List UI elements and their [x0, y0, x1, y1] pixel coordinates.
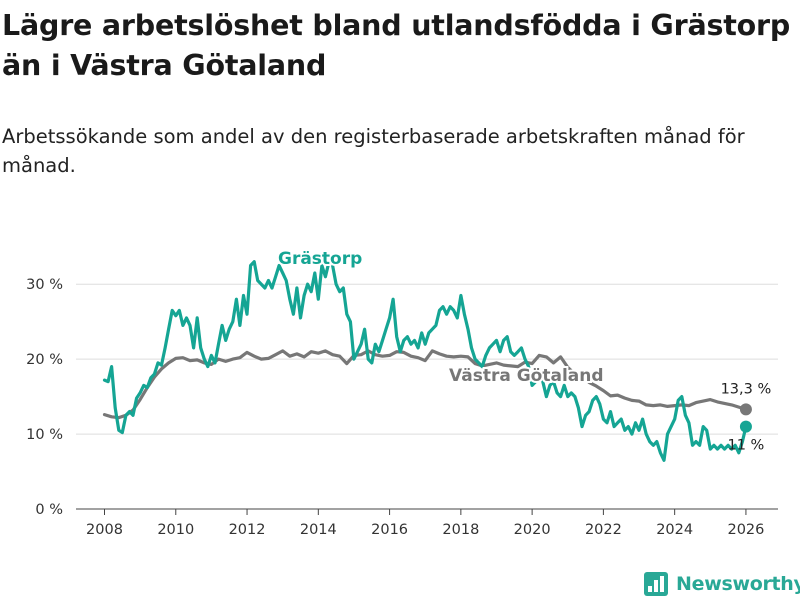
x-tick-label: 2008: [86, 522, 123, 538]
y-tick-label: 0 %: [35, 502, 63, 518]
end-value-label-v-stra-g-taland: 13,3 %: [721, 381, 772, 397]
series-line-gr-storp: [102, 260, 748, 462]
series-labels: 13,3 % Västra Götaland 11 % Grästorp: [276, 247, 772, 454]
chart-subtitle: Arbetssökande som andel av den registerb…: [2, 125, 745, 177]
x-tick-label: 2022: [585, 522, 622, 538]
x-tick-label: 2016: [371, 522, 408, 538]
y-tick-label: 10 %: [26, 427, 63, 443]
x-tick-label: 2012: [229, 522, 266, 538]
axes: [76, 508, 778, 515]
series-end-markers: [739, 403, 752, 433]
series-label-v-stra-g-taland: Västra Götaland: [449, 366, 604, 386]
x-axis-tick-labels: 2008 2010 2012 2014 2016 2018 2020 2022 2024 2026: [86, 522, 764, 538]
end-marker-gr-storp: [739, 420, 752, 433]
brand-name: Newsworthy: [676, 573, 800, 595]
end-value-label-gr-storp: 11 %: [728, 438, 765, 454]
x-tick-label: 2020: [514, 522, 551, 538]
series-line-v-stra-g-taland: [102, 349, 748, 420]
x-tick-label: 2018: [442, 522, 479, 538]
series-lines: [102, 260, 748, 462]
end-marker-v-stra-g-taland: [739, 403, 752, 416]
y-tick-label: 30 %: [26, 277, 63, 293]
y-tick-label: 20 %: [26, 352, 63, 368]
series-label-gr-storp: Grästorp: [278, 249, 362, 269]
x-tick-label: 2014: [300, 522, 337, 538]
x-tick-label: 2010: [157, 522, 194, 538]
y-axis-tick-labels: 0 % 10 % 20 % 30 %: [26, 277, 63, 518]
newsworthy-logo: Newsworthy: [644, 570, 800, 598]
x-tick-label: 2024: [656, 522, 693, 538]
bar-chart-icon: [644, 572, 668, 596]
x-tick-label: 2026: [727, 522, 764, 538]
chart-title: Lägre arbetslöshet bland utlandsfödda i …: [2, 9, 791, 82]
